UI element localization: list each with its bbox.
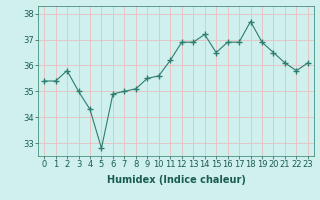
X-axis label: Humidex (Indice chaleur): Humidex (Indice chaleur)	[107, 175, 245, 185]
